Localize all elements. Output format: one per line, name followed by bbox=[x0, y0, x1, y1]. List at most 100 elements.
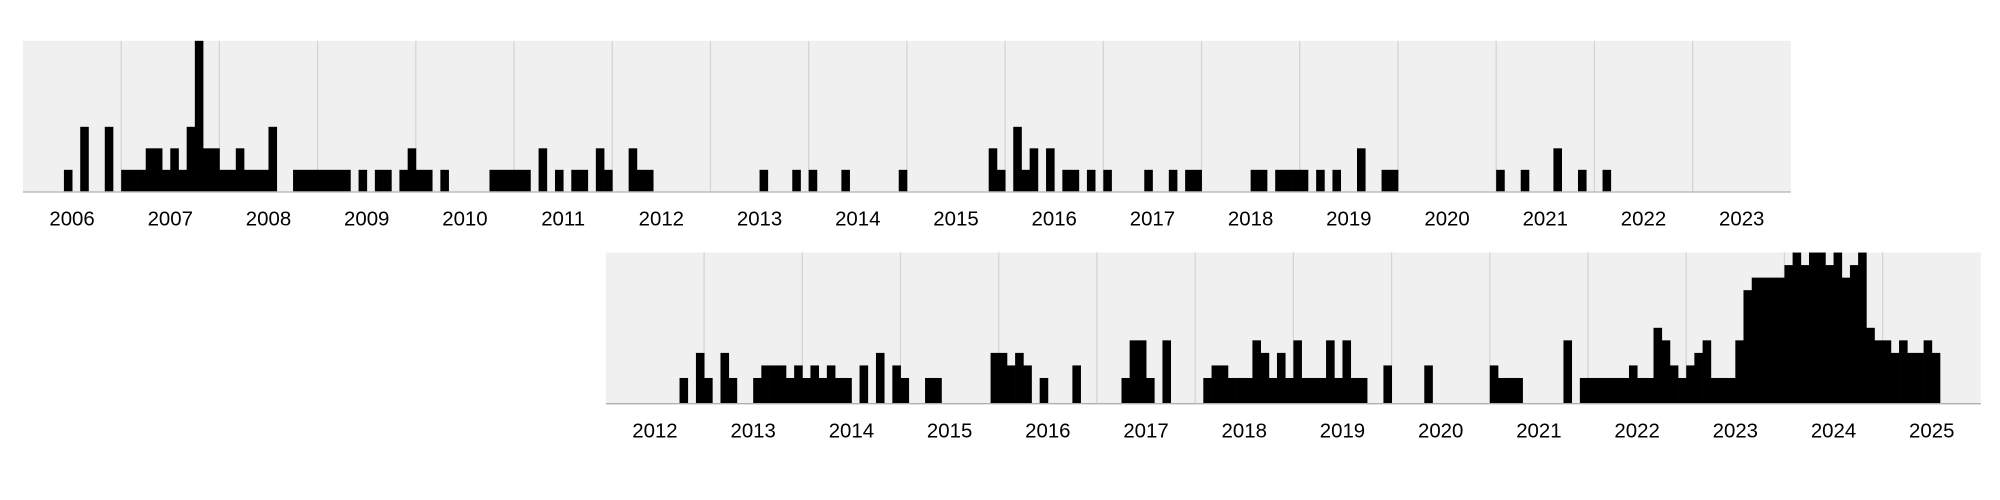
bar bbox=[301, 169, 310, 192]
bar bbox=[1168, 169, 1178, 192]
bar bbox=[554, 169, 564, 192]
bar bbox=[1579, 377, 1589, 404]
bar bbox=[137, 169, 147, 192]
bar bbox=[875, 352, 885, 404]
bar bbox=[1907, 352, 1916, 404]
bar bbox=[383, 169, 392, 192]
bar bbox=[1784, 265, 1794, 404]
x-tick-label: 2018 bbox=[1228, 209, 1273, 231]
bar bbox=[1882, 340, 1892, 404]
x-tick-label: 2013 bbox=[731, 421, 776, 443]
bar bbox=[1276, 352, 1286, 404]
bar bbox=[202, 148, 212, 192]
bar bbox=[1637, 377, 1646, 404]
bar bbox=[1070, 169, 1080, 192]
bar bbox=[219, 169, 228, 192]
bar bbox=[1357, 148, 1366, 192]
bar bbox=[1718, 377, 1728, 404]
bar bbox=[423, 169, 433, 192]
bar bbox=[1817, 252, 1826, 404]
bar bbox=[121, 169, 130, 192]
bar bbox=[1661, 340, 1671, 404]
bar bbox=[260, 169, 269, 192]
bar bbox=[695, 352, 705, 404]
bar bbox=[1678, 377, 1687, 404]
bar bbox=[1227, 377, 1237, 404]
bar bbox=[1293, 340, 1302, 404]
bar bbox=[1841, 277, 1851, 404]
bar bbox=[1588, 377, 1597, 404]
bar bbox=[1628, 365, 1638, 404]
bar bbox=[990, 352, 1000, 404]
bar bbox=[1299, 169, 1309, 192]
bar bbox=[1332, 169, 1342, 192]
bar bbox=[1317, 377, 1327, 404]
bar bbox=[407, 148, 417, 192]
bar bbox=[1424, 365, 1433, 404]
bar bbox=[826, 365, 836, 404]
bar bbox=[728, 377, 738, 404]
bar bbox=[571, 169, 580, 192]
x-tick-label: 2018 bbox=[1222, 421, 1267, 443]
bar bbox=[334, 169, 343, 192]
bar bbox=[1285, 377, 1294, 404]
bar bbox=[325, 169, 335, 192]
bar bbox=[1291, 169, 1301, 192]
x-tick-label: 2017 bbox=[1123, 421, 1168, 443]
bar bbox=[1389, 169, 1399, 192]
bar bbox=[538, 148, 548, 192]
bar bbox=[794, 365, 803, 404]
bar bbox=[243, 169, 253, 192]
bar bbox=[1383, 365, 1392, 404]
bar bbox=[1342, 340, 1352, 404]
bar bbox=[1514, 377, 1523, 404]
bar bbox=[900, 377, 910, 404]
x-tick-label: 2014 bbox=[835, 209, 880, 231]
bar bbox=[153, 148, 163, 192]
x-tick-label: 2008 bbox=[246, 209, 291, 231]
bar bbox=[1702, 340, 1712, 404]
bar bbox=[1825, 265, 1834, 404]
bar bbox=[145, 148, 155, 192]
bar bbox=[1686, 365, 1695, 404]
bar bbox=[1497, 377, 1507, 404]
bar bbox=[1023, 365, 1032, 404]
x-tick-label: 2012 bbox=[632, 421, 677, 443]
x-tick-label: 2023 bbox=[1713, 421, 1758, 443]
bar bbox=[644, 169, 654, 192]
bar bbox=[636, 169, 646, 192]
bar bbox=[998, 352, 1008, 404]
bar bbox=[1006, 365, 1016, 404]
x-tick-label: 2019 bbox=[1320, 421, 1365, 443]
bar bbox=[1268, 377, 1278, 404]
bar bbox=[1751, 277, 1761, 404]
bar bbox=[1258, 169, 1268, 192]
bar bbox=[1146, 377, 1155, 404]
bar bbox=[1086, 169, 1096, 192]
bar bbox=[704, 377, 713, 404]
bar bbox=[1520, 169, 1530, 192]
bar bbox=[996, 169, 1006, 192]
bar bbox=[374, 169, 384, 192]
bar bbox=[1849, 265, 1859, 404]
bar bbox=[859, 365, 869, 404]
bar bbox=[1602, 169, 1612, 192]
bar bbox=[1800, 265, 1810, 404]
bar bbox=[1776, 277, 1785, 404]
bar bbox=[1899, 340, 1908, 404]
bar bbox=[628, 148, 638, 192]
bar bbox=[1244, 377, 1253, 404]
bar bbox=[1252, 340, 1261, 404]
bar bbox=[595, 148, 605, 192]
bar bbox=[194, 40, 204, 192]
x-tick-label: 2009 bbox=[344, 209, 389, 231]
bar bbox=[1759, 277, 1769, 404]
bar bbox=[170, 148, 179, 192]
bar bbox=[792, 169, 801, 192]
bar bbox=[1890, 352, 1900, 404]
bar bbox=[1137, 340, 1147, 404]
bar bbox=[358, 169, 368, 192]
x-tick-label: 2012 bbox=[639, 209, 684, 231]
bar bbox=[1250, 169, 1260, 192]
